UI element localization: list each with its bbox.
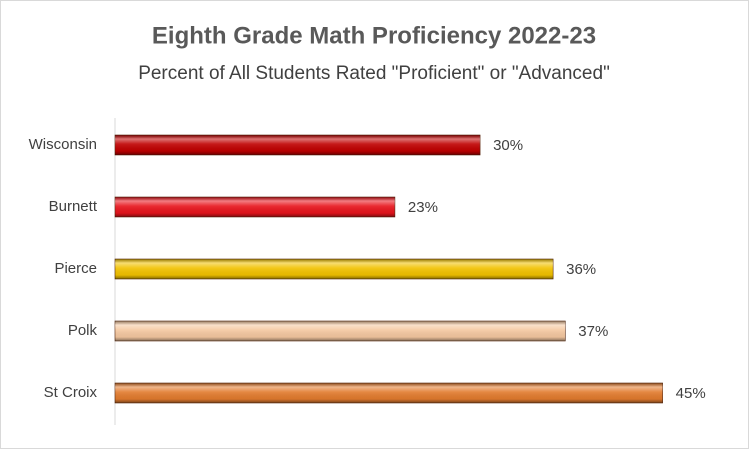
category-label: Pierce [54, 260, 97, 277]
category-label: Burnett [49, 198, 98, 215]
chart-subtitle: Percent of All Students Rated "Proficien… [138, 63, 610, 84]
value-label: 37% [578, 323, 608, 340]
chart-title: Eighth Grade Math Proficiency 2022-23 [152, 22, 596, 49]
value-label: 23% [408, 199, 438, 216]
value-label: 45% [676, 385, 706, 402]
bar-shine [115, 383, 663, 403]
bar-shine [115, 197, 395, 217]
bar-shine [115, 321, 566, 341]
category-label: St Croix [44, 384, 98, 401]
category-label: Wisconsin [29, 136, 97, 153]
bar-shine [115, 259, 554, 279]
value-label: 36% [566, 261, 596, 278]
category-label: Polk [68, 322, 98, 339]
bar-shine [115, 135, 481, 155]
value-label: 30% [493, 137, 523, 154]
